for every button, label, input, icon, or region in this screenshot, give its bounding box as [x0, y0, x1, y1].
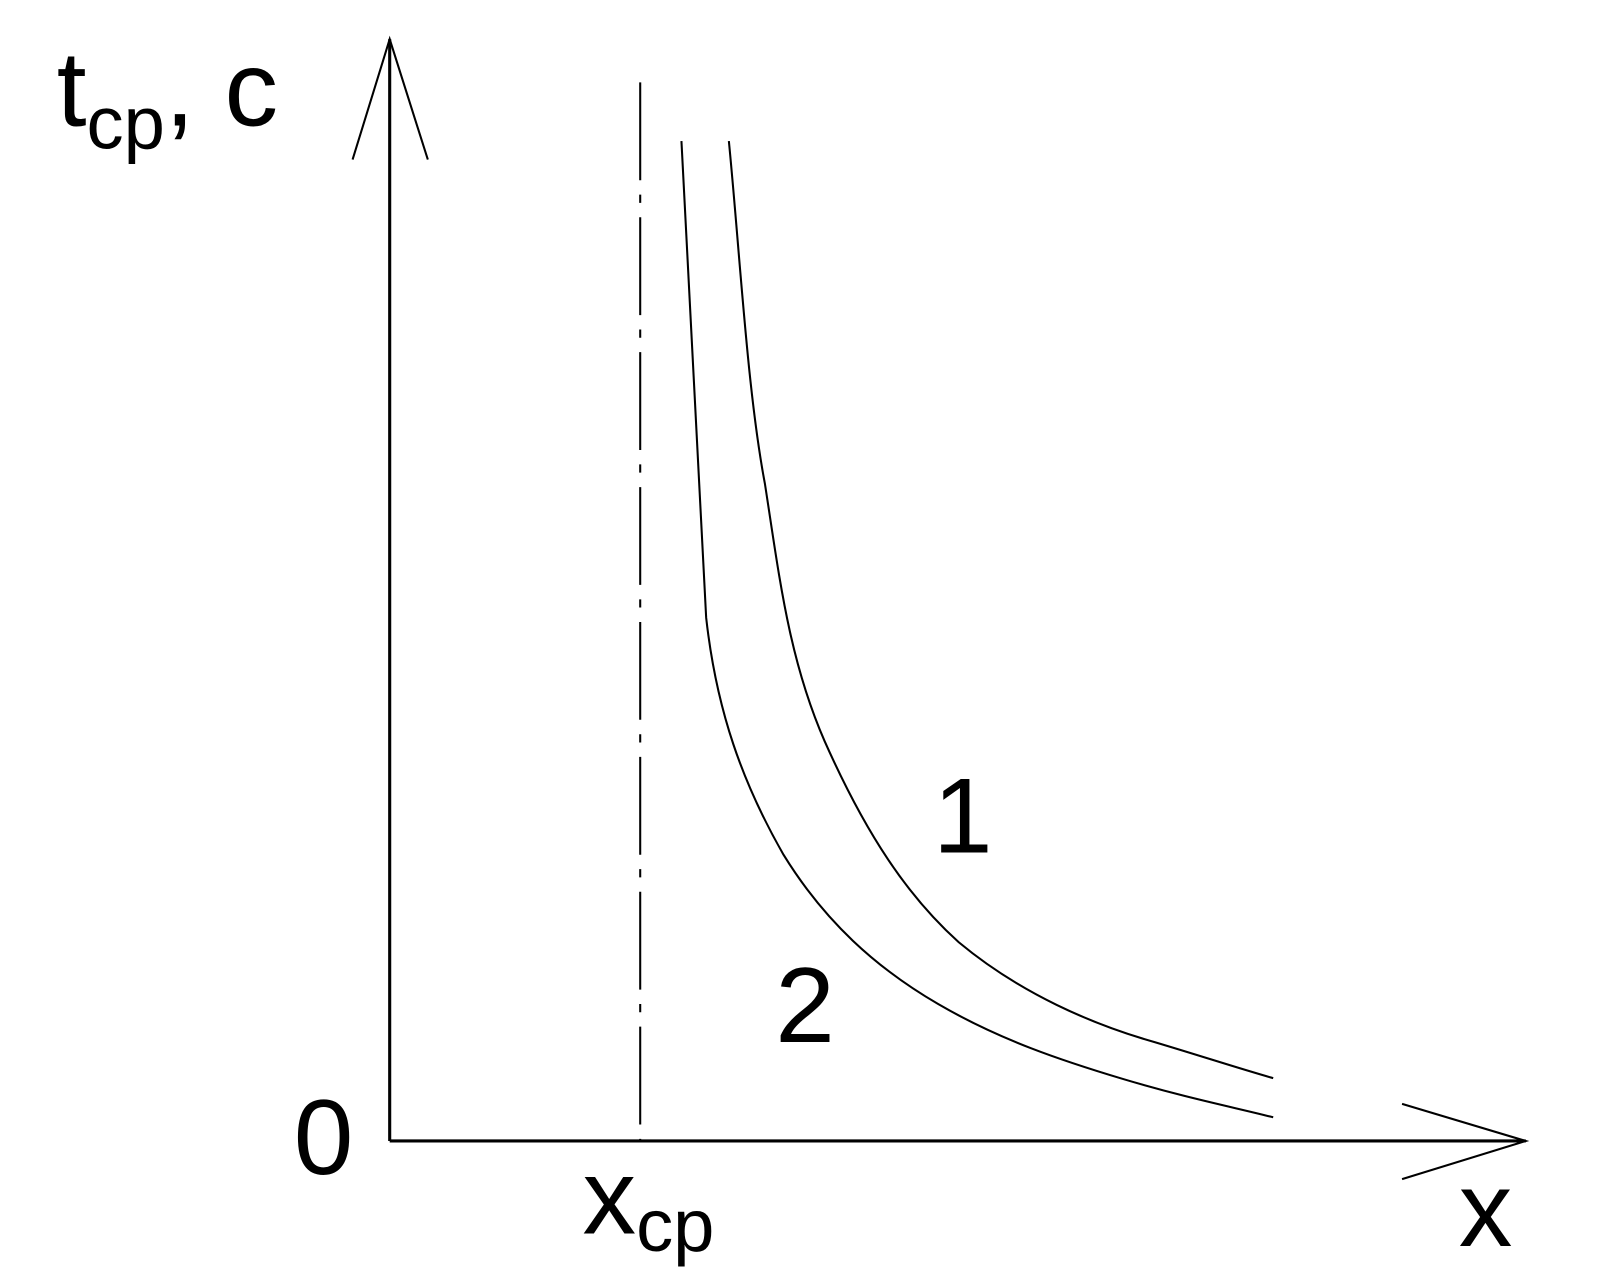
x-marker-main: x — [582, 1137, 636, 1257]
y-arrow — [351, 35, 429, 160]
y-label-main: t — [57, 29, 87, 149]
y-axis-label: tcp, c — [57, 29, 278, 165]
x-marker-subscript: cp — [636, 1184, 714, 1267]
x-axis-label: x — [1459, 1149, 1513, 1269]
x-marker-label: xcp — [582, 1137, 714, 1267]
origin-label: 0 — [294, 1077, 354, 1197]
y-label-suffix: , c — [165, 29, 278, 149]
curve-label: 2 — [775, 945, 835, 1065]
curve-1 — [727, 140, 1274, 1080]
curve-2 — [680, 141, 1274, 1119]
y-label-subscript: cp — [86, 81, 164, 164]
x-arrow — [1401, 1102, 1530, 1181]
curve-label: 1 — [933, 756, 993, 876]
